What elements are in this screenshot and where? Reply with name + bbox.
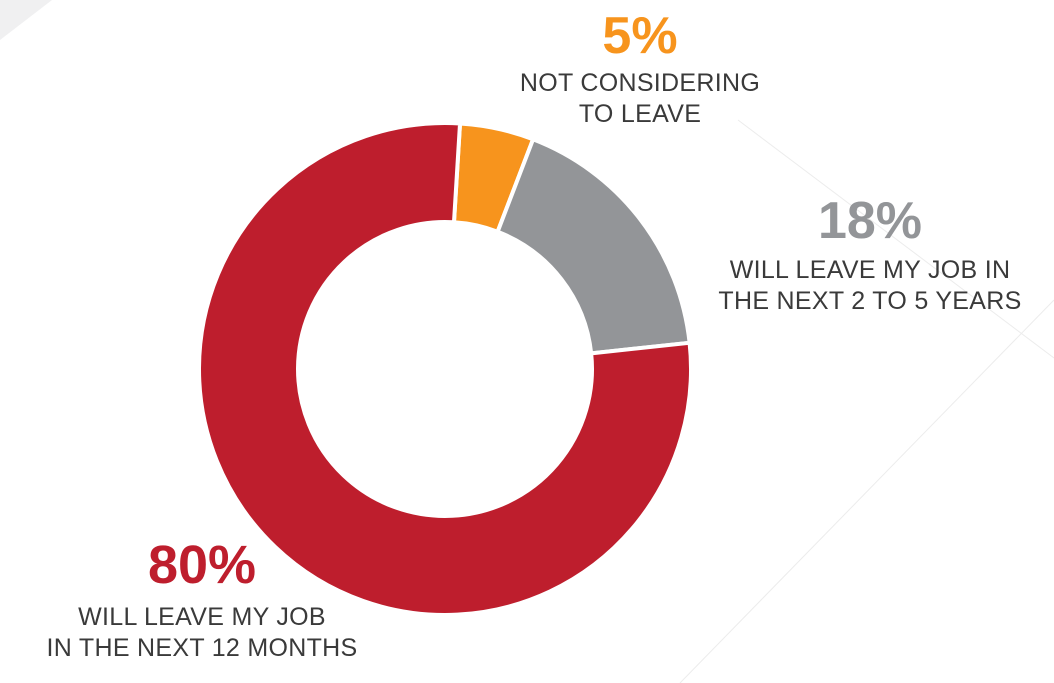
slice-desc-2-to-5-years-line1: WILL LEAVE MY JOB IN (729, 256, 1011, 284)
slice-label-2-to-5-years: 18% WILL LEAVE MY JOB IN THE NEXT 2 TO 5… (686, 195, 1054, 317)
background-line-upper (737, 119, 1054, 359)
slice-desc-12-months-line1: WILL LEAVE MY JOB (78, 603, 326, 631)
slice-percent-2-to-5-years: 18% (817, 192, 923, 250)
corner-decoration (0, 0, 52, 40)
slice-percent-not-considering: 5% (602, 7, 678, 65)
slice-label-12-months: 80% WILL LEAVE MY JOB IN THE NEXT 12 MON… (0, 538, 404, 664)
slice-desc-not-considering-line2: TO LEAVE (578, 100, 702, 128)
donut-slices (197, 121, 693, 617)
slice-desc-not-considering-line1: NOT CONSIDERING (519, 69, 761, 97)
slice-percent-12-months: 80% (147, 535, 257, 595)
donut-slice-18-percent (495, 136, 692, 356)
donut-slice-80-percent (197, 121, 693, 617)
slice-label-not-considering: 5% NOT CONSIDERING TO LEAVE (460, 10, 820, 130)
slice-desc-2-to-5-years-line2: THE NEXT 2 TO 5 YEARS (718, 287, 1022, 315)
slice-desc-12-months-line2: IN THE NEXT 12 MONTHS (46, 634, 358, 662)
background-line-lower (679, 299, 1054, 683)
